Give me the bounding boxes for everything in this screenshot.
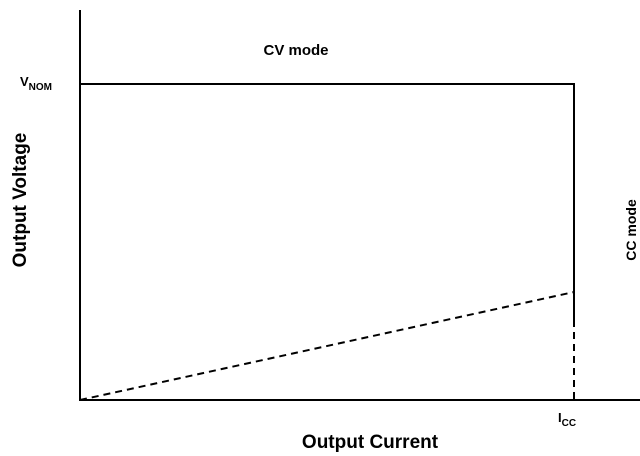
vnom-sub: NOM bbox=[29, 82, 52, 93]
load-line bbox=[79, 291, 575, 401]
x-axis-label: Output Current bbox=[302, 432, 439, 453]
cc-mode-label: CC mode bbox=[623, 199, 639, 261]
vnom-label: VNOM bbox=[20, 74, 52, 93]
vnom-main: V bbox=[20, 74, 29, 89]
y-axis-label: Output Voltage bbox=[10, 133, 31, 268]
cv-cc-boundary bbox=[80, 83, 575, 320]
icc-main: I bbox=[558, 410, 562, 425]
icc-label: ICC bbox=[558, 410, 576, 429]
cv-mode-label: CV mode bbox=[263, 42, 328, 59]
icc-sub: CC bbox=[562, 418, 576, 429]
